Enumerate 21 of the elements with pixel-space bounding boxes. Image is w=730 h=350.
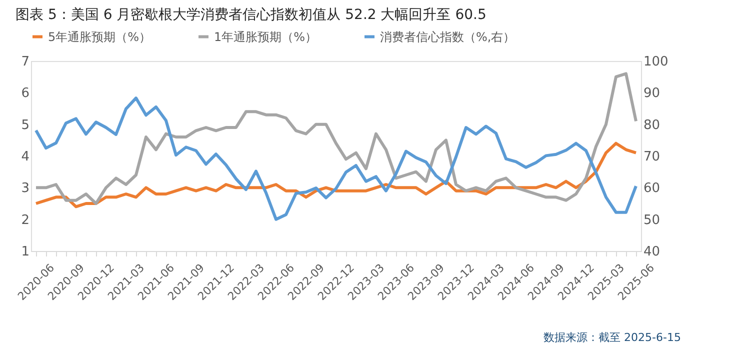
- y-tick-label: 7: [21, 54, 30, 70]
- y-tick-label: 6: [21, 86, 30, 102]
- y-tick-label: 3: [21, 181, 30, 196]
- source-note: 数据来源：截至 2025-6-15: [544, 331, 681, 344]
- legend-label: 5年通胀预期（%）: [48, 30, 152, 44]
- y2-tick-label: 80: [644, 118, 660, 133]
- y-tick-label: 2: [21, 212, 30, 228]
- y-tick-label: 4: [21, 150, 30, 164]
- y2-tick-label: 40: [644, 244, 660, 260]
- chart-title: 图表 5：美国 6 月密歇根大学消费者信心指数初值从 52.2 大幅回升至 60.5: [16, 7, 486, 23]
- y-tick-label: 1: [21, 244, 30, 260]
- y2-tick-label: 100: [644, 54, 668, 70]
- y2-tick-label: 70: [644, 150, 660, 164]
- legend-label: 消费者信心指数（%,右）: [380, 30, 516, 44]
- legend-label: 1年通胀预期（%）: [214, 30, 318, 44]
- y2-tick-label: 50: [644, 212, 660, 228]
- line-series: [34, 96, 638, 221]
- y2-tick-label: 90: [644, 86, 660, 102]
- y2-tick-label: 60: [644, 181, 660, 196]
- y-tick-label: 5: [21, 118, 30, 133]
- line-series: [34, 72, 638, 205]
